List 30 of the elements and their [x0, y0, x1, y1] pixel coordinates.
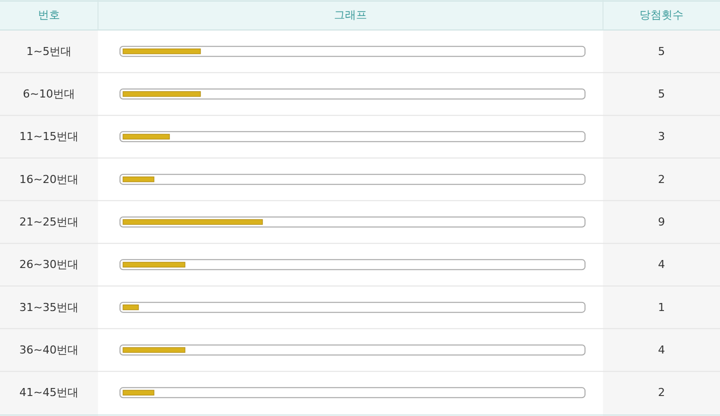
bar	[122, 219, 263, 225]
bar	[122, 48, 201, 54]
data-label: 3	[658, 130, 665, 144]
data-label: 9	[658, 216, 665, 228]
bar	[122, 91, 201, 97]
x-axis-title: 그래프	[334, 8, 367, 22]
data-label: 4	[658, 344, 665, 356]
y-tick-label: 41~45번대	[19, 386, 79, 400]
bar	[122, 390, 154, 396]
data-label: 5	[658, 44, 665, 58]
text: 당첨횟수	[640, 8, 684, 22]
data-label: 4	[658, 258, 665, 272]
bar	[122, 347, 186, 353]
y-tick-label: 26~30번대	[19, 258, 79, 272]
y-tick-label: 6~10번대	[22, 88, 76, 100]
y-tick-label: 21~25번대	[19, 216, 79, 228]
bar	[122, 304, 139, 310]
data-label: 2	[658, 172, 665, 186]
y-tick-label: 11~15번대	[19, 130, 79, 144]
y-tick-label: 16~20번대	[19, 172, 79, 186]
y-tick-label: 36~40번대	[19, 344, 79, 356]
data-label: 2	[658, 386, 665, 400]
bar	[122, 176, 154, 182]
y-tick-label: 1~5번대	[26, 44, 72, 58]
data-label: 1	[658, 300, 665, 314]
bar	[122, 262, 186, 268]
data-label: 5	[658, 88, 665, 100]
y-tick-label: 31~35번대	[19, 300, 79, 314]
bar	[122, 134, 170, 140]
y-axis-title: 번호	[38, 8, 60, 22]
